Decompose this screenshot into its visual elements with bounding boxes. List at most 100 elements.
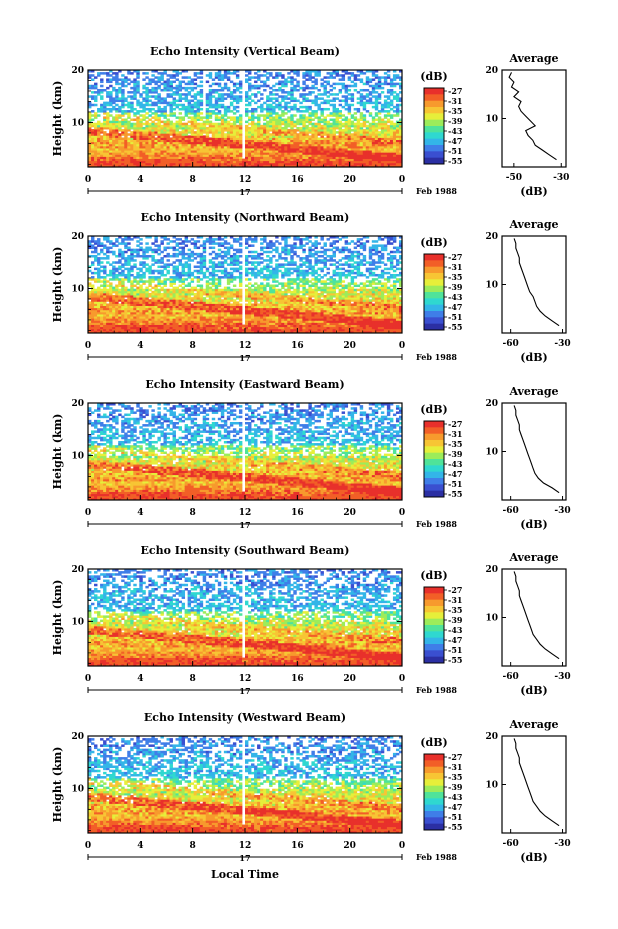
heatmap-cell bbox=[335, 131, 339, 134]
heatmap-cell bbox=[395, 162, 400, 166]
heatmap-cell bbox=[398, 139, 403, 143]
heatmap-cell bbox=[178, 156, 182, 159]
heatmap-cell bbox=[118, 78, 122, 81]
heatmap-cell bbox=[395, 141, 400, 145]
heatmap-cell bbox=[94, 91, 98, 94]
heatmap-cell bbox=[94, 122, 98, 126]
heatmap-cell bbox=[184, 139, 189, 143]
heatmap-cell bbox=[145, 82, 149, 86]
heatmap-cell bbox=[248, 101, 252, 105]
heatmap-cell bbox=[380, 91, 385, 94]
heatmap-cell bbox=[326, 148, 330, 151]
heatmap-cell bbox=[157, 93, 161, 96]
heatmap-cell bbox=[166, 162, 170, 166]
heatmap-cell bbox=[287, 110, 291, 113]
heatmap-cell bbox=[392, 139, 397, 143]
heatmap-cell bbox=[121, 152, 125, 155]
heatmap-cell bbox=[121, 137, 125, 140]
heatmap-cell bbox=[226, 150, 231, 153]
heatmap-cell bbox=[100, 137, 104, 140]
heatmap-cell bbox=[344, 95, 349, 98]
heatmap-cell bbox=[229, 158, 234, 162]
heatmap-cell bbox=[353, 148, 358, 151]
heatmap-cell bbox=[109, 78, 113, 81]
heatmap-cell bbox=[293, 139, 297, 143]
heatmap-cell bbox=[305, 84, 309, 88]
heatmap-cell bbox=[398, 152, 403, 155]
heatmap-cell bbox=[175, 148, 179, 151]
heatmap-cell bbox=[299, 148, 303, 151]
heatmap-cell bbox=[193, 137, 198, 140]
heatmap-cell bbox=[299, 126, 303, 130]
heatmap-cell bbox=[365, 93, 370, 96]
heatmap-cell bbox=[263, 145, 267, 149]
heatmap-cell bbox=[248, 95, 252, 98]
heatmap-cell bbox=[293, 103, 297, 107]
heatmap-cell bbox=[389, 154, 394, 157]
heatmap-cell bbox=[229, 139, 234, 143]
heatmap-cell bbox=[317, 162, 321, 166]
heatmap-cell bbox=[220, 141, 225, 145]
heatmap-cell bbox=[311, 148, 315, 151]
heatmap-cell bbox=[136, 154, 140, 157]
heatmap-cell bbox=[121, 156, 125, 159]
heatmap-cell bbox=[275, 93, 279, 96]
heatmap-cell bbox=[254, 101, 258, 105]
heatmap-cell bbox=[356, 164, 361, 168]
heatmap-cell bbox=[371, 154, 376, 157]
heatmap-cell bbox=[251, 145, 255, 149]
heatmap-cell bbox=[94, 95, 98, 98]
heatmap-cell bbox=[266, 145, 270, 149]
heatmap-cell bbox=[205, 80, 210, 84]
heatmap-cell bbox=[317, 97, 321, 100]
heatmap-cell bbox=[214, 88, 219, 92]
heatmap-cell bbox=[235, 105, 240, 109]
heatmap-cell bbox=[248, 82, 252, 86]
heatmap-cell bbox=[320, 118, 324, 122]
heatmap-cell bbox=[263, 158, 267, 162]
heatmap-cell bbox=[371, 101, 376, 105]
heatmap-cell bbox=[94, 152, 98, 155]
heatmap-cell bbox=[229, 156, 234, 159]
heatmap-cell bbox=[163, 141, 167, 145]
heatmap-cell bbox=[154, 110, 158, 113]
heatmap-cell bbox=[160, 158, 164, 162]
heatmap-cell bbox=[94, 160, 98, 164]
heatmap-cell bbox=[362, 72, 367, 75]
heatmap-cell bbox=[109, 141, 113, 145]
heatmap-cell bbox=[329, 158, 333, 162]
heatmap-cell bbox=[139, 110, 143, 113]
heatmap-cell bbox=[172, 148, 176, 151]
heatmap-cell bbox=[290, 143, 294, 147]
heatmap-cell bbox=[302, 152, 306, 155]
heatmap-cell bbox=[338, 156, 343, 159]
heatmap-cell bbox=[395, 156, 400, 159]
heatmap-cell bbox=[281, 139, 285, 143]
heatmap-cell bbox=[326, 145, 330, 149]
heatmap-cell bbox=[91, 148, 95, 151]
heatmap-cell bbox=[124, 76, 128, 79]
heatmap-cell bbox=[154, 150, 158, 153]
heatmap-cell bbox=[335, 97, 339, 100]
heatmap-cell bbox=[368, 164, 373, 168]
heatmap-cell bbox=[160, 107, 164, 111]
heatmap-cell bbox=[296, 118, 300, 122]
heatmap-cell bbox=[296, 139, 300, 143]
heatmap-cell bbox=[305, 78, 309, 81]
heatmap-cell bbox=[314, 148, 318, 151]
heatmap-cell bbox=[142, 162, 146, 166]
heatmap-cell bbox=[175, 78, 179, 81]
heatmap-cell bbox=[238, 95, 243, 98]
heatmap-cell bbox=[184, 150, 189, 153]
heatmap-cell bbox=[377, 101, 382, 105]
heatmap-cell bbox=[374, 152, 379, 155]
heatmap-cell bbox=[326, 107, 330, 111]
heatmap-cell bbox=[166, 101, 170, 105]
heatmap-cell bbox=[329, 141, 333, 145]
heatmap-cell bbox=[356, 145, 361, 149]
heatmap-cell bbox=[287, 76, 291, 79]
heatmap-cell bbox=[154, 76, 158, 79]
heatmap-cell bbox=[380, 145, 385, 149]
heatmap-cell bbox=[196, 122, 201, 126]
heatmap-cell bbox=[371, 145, 376, 149]
